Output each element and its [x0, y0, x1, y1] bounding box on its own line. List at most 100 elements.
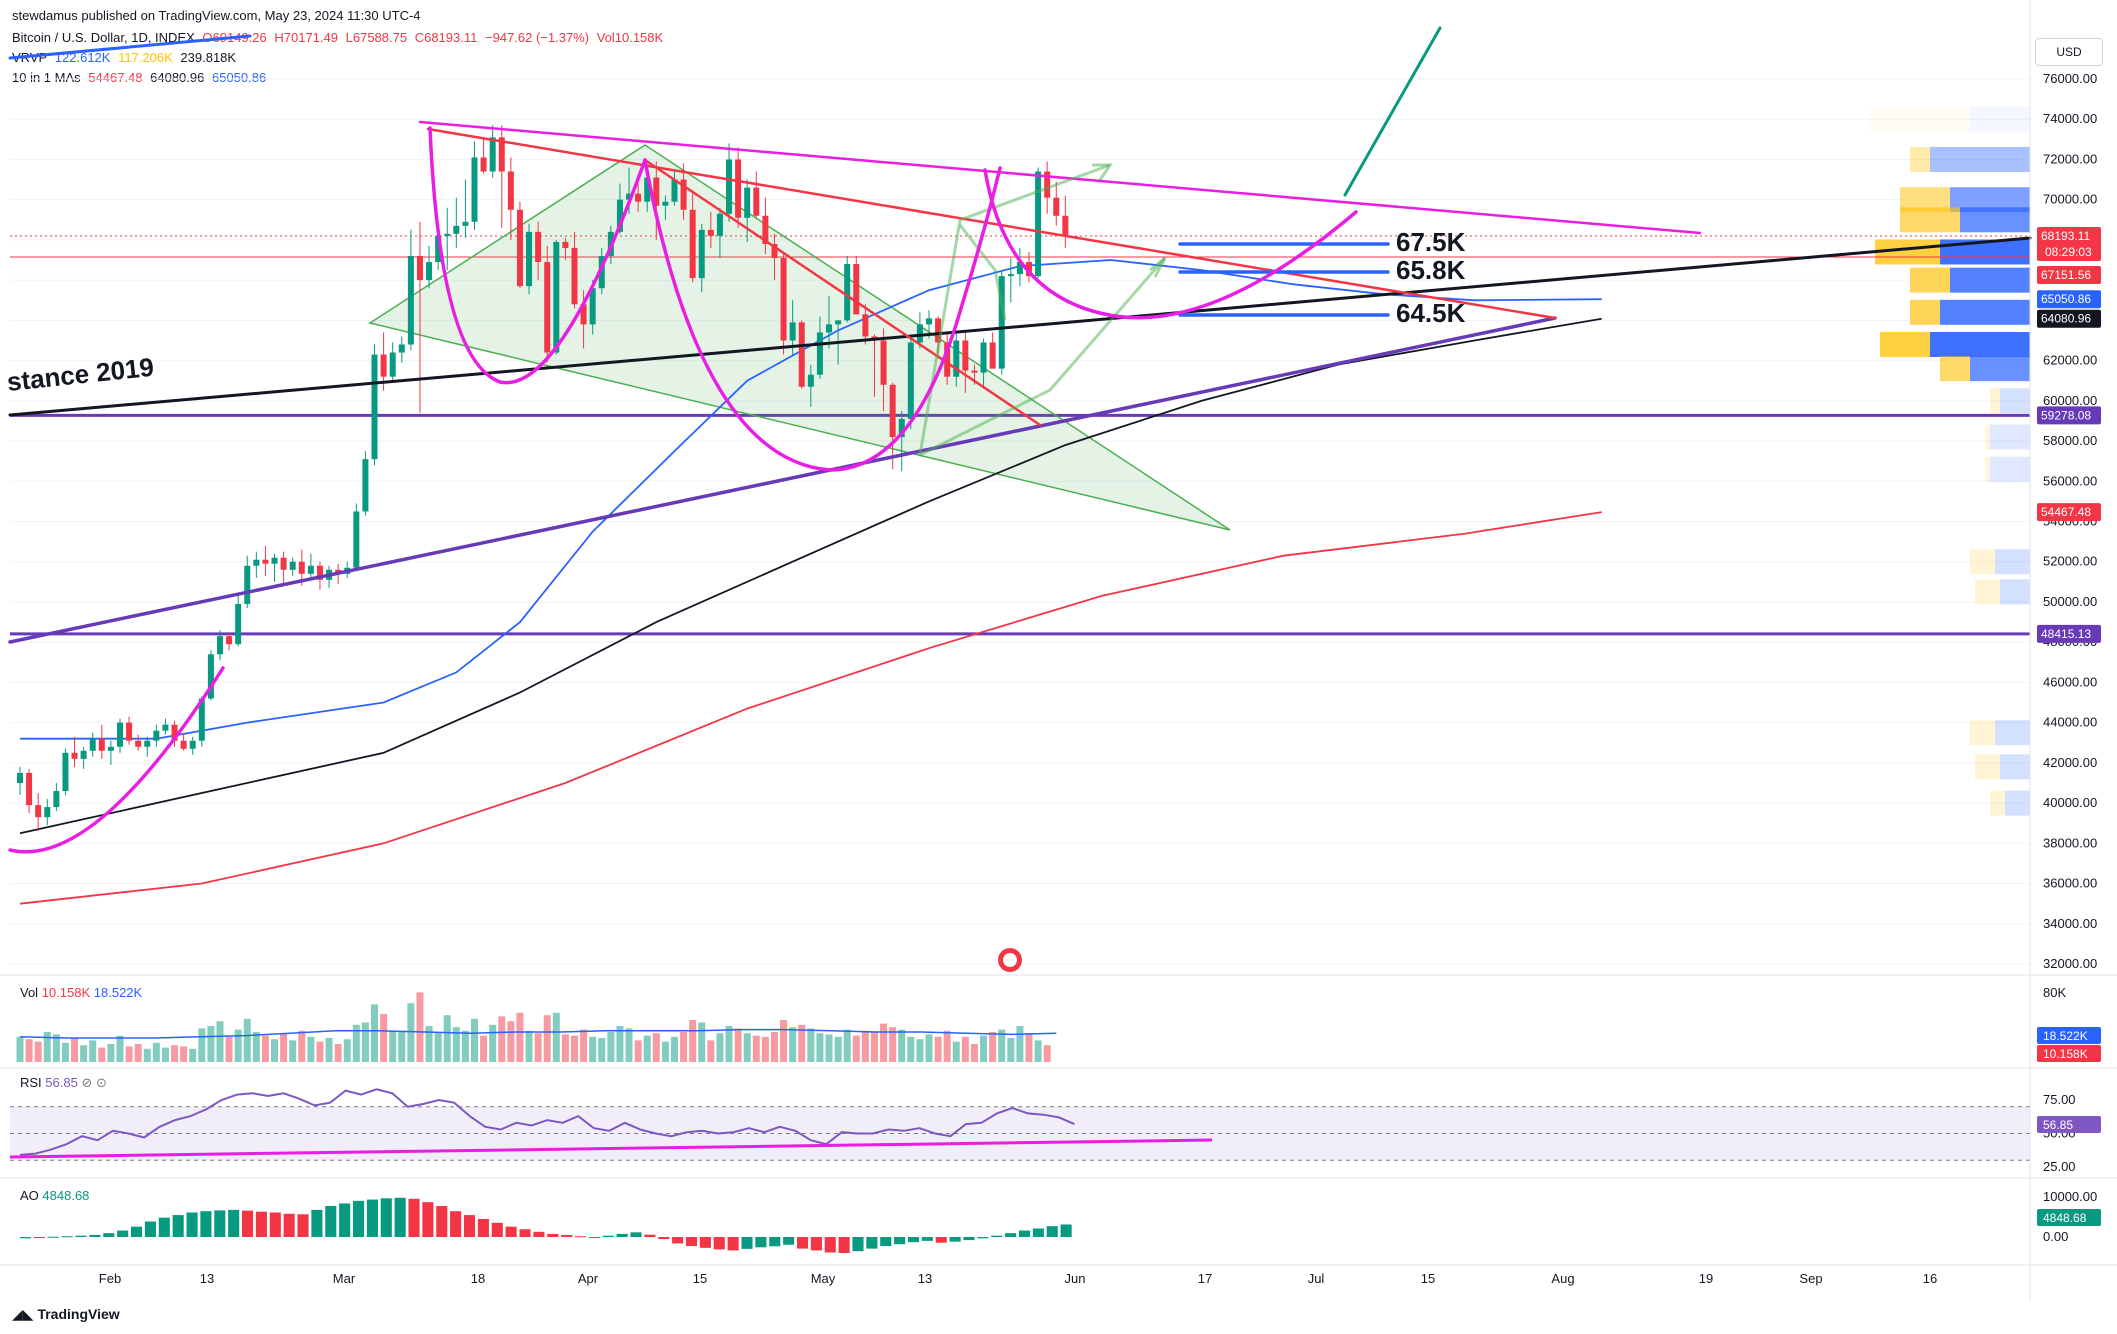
ao-bar — [20, 1237, 32, 1239]
volume-bar — [734, 1028, 742, 1062]
candle-body — [53, 791, 60, 808]
volume-bar — [943, 1030, 951, 1062]
ao-bar — [200, 1211, 212, 1237]
volume-bar — [1034, 1040, 1042, 1062]
time-tick-label: 15 — [1421, 1271, 1435, 1286]
tradingview-logo[interactable]: ◢◣ TradingView — [12, 1306, 120, 1323]
price-tick-label: 36000.00 — [2043, 876, 2097, 891]
volume-bar — [489, 1024, 497, 1062]
candle-body — [235, 603, 242, 645]
candle-body — [671, 179, 678, 202]
price-tag-label: 64080.96 — [2041, 312, 2091, 326]
volume-bar — [389, 1030, 397, 1062]
candle-body — [598, 256, 605, 289]
vp-down-bar — [1975, 754, 2000, 780]
volume-bar — [780, 1020, 788, 1062]
volume-bar — [1007, 1038, 1015, 1062]
candle-body — [744, 187, 751, 218]
candle-body — [89, 738, 96, 751]
price-tick-label: 50000.00 — [2043, 594, 2097, 609]
ao-bar — [741, 1237, 753, 1249]
currency-button[interactable]: USD — [2035, 38, 2103, 66]
time-tick-label: Feb — [99, 1271, 121, 1286]
projection-arrow-head — [1092, 163, 1113, 181]
volume-bar — [116, 1035, 124, 1062]
vp-down-bar — [1985, 424, 1990, 450]
price-tick-label: 58000.00 — [2043, 433, 2097, 448]
volume-bar — [798, 1024, 806, 1062]
volume-bar — [989, 1032, 997, 1062]
volume-bar — [1016, 1026, 1024, 1062]
grid — [10, 78, 2030, 965]
ao-bar — [699, 1237, 711, 1248]
candle-body — [126, 722, 133, 741]
candle-body — [289, 561, 296, 570]
vp-up-bar — [1970, 106, 2030, 132]
ao-bar — [685, 1237, 698, 1247]
ascending-support-line — [8, 316, 1557, 644]
price-tick-label: 74000.00 — [2043, 111, 2097, 126]
volume-bar — [34, 1041, 42, 1062]
volume-bar — [125, 1046, 133, 1062]
candle-body — [480, 157, 487, 172]
ao-bar — [838, 1237, 850, 1253]
volume-legend[interactable]: Vol 10.158K 18.522K — [20, 985, 142, 1000]
ma-legend[interactable]: 10 in 1 MAs 54467.48 64080.96 65050.86 — [12, 70, 270, 85]
vp-up-bar — [1995, 549, 2030, 575]
volume-avg-value: 18.522K — [93, 985, 143, 1000]
rsi-settings-icon[interactable]: ⊘ ⊙ — [81, 1075, 107, 1090]
volume-bar — [743, 1033, 751, 1062]
rsi-legend[interactable]: RSI 56.85 ⊘ ⊙ — [20, 1075, 107, 1091]
price-tick-label: 76000.00 — [2043, 71, 2097, 86]
volume-bar — [361, 1022, 369, 1062]
ao-bar — [255, 1211, 267, 1237]
volume-tag — [2037, 1045, 2101, 1062]
candle-body — [1007, 274, 1014, 277]
volume-bar — [570, 1035, 578, 1062]
rsi-label: RSI — [20, 1075, 42, 1090]
volume-bar — [907, 1036, 915, 1062]
ao-bar — [89, 1234, 101, 1237]
ao-bar — [963, 1237, 975, 1241]
candle-body — [144, 740, 151, 747]
cup-curve — [8, 666, 225, 854]
ma-red-value: 54467.48 — [88, 70, 143, 85]
vp-down-bar — [1970, 549, 1995, 575]
candles — [17, 125, 1069, 832]
ao-legend[interactable]: AO 4848.68 — [20, 1188, 89, 1203]
candle-body — [189, 740, 196, 749]
volume-bar — [16, 1036, 24, 1062]
ao-bar — [769, 1237, 781, 1247]
volume-bar — [352, 1024, 360, 1062]
symbol-legend[interactable]: Bitcoin / U.S. Dollar, 1D, INDEX O69149.… — [12, 30, 667, 45]
ao-bar — [103, 1233, 115, 1237]
candle-body — [1016, 262, 1023, 275]
time-tick-label: 17 — [1198, 1271, 1212, 1286]
volume-bar — [289, 1040, 297, 1062]
candle-body — [462, 221, 469, 226]
ao-bar — [75, 1235, 87, 1237]
rsi-value: 56.85 — [45, 1075, 78, 1090]
candle-body — [971, 370, 978, 373]
rsi-axis-label: 75.00 — [2043, 1092, 2076, 1107]
candle-body — [489, 137, 496, 172]
volume-bar — [652, 1033, 660, 1062]
price-tick-label: 62000.00 — [2043, 353, 2097, 368]
candle-body — [826, 324, 833, 333]
time-tick-label: 13 — [918, 1271, 932, 1286]
ao-bar — [588, 1237, 600, 1238]
ao-axis-label: 0.00 — [2043, 1229, 2068, 1244]
volume-bar — [770, 1032, 778, 1062]
vp-down-bar — [1970, 720, 1995, 746]
price-tick-label: 42000.00 — [2043, 755, 2097, 770]
ao-bar — [991, 1235, 1003, 1237]
candle-body — [244, 565, 251, 604]
volume-bar — [189, 1048, 197, 1062]
vp-up-bar — [2000, 388, 2030, 414]
price-tick-label: 70000.00 — [2043, 192, 2097, 207]
candle-body — [371, 354, 378, 460]
candle-body — [735, 159, 742, 218]
candle-body — [171, 724, 178, 741]
ao-bar — [894, 1237, 906, 1245]
